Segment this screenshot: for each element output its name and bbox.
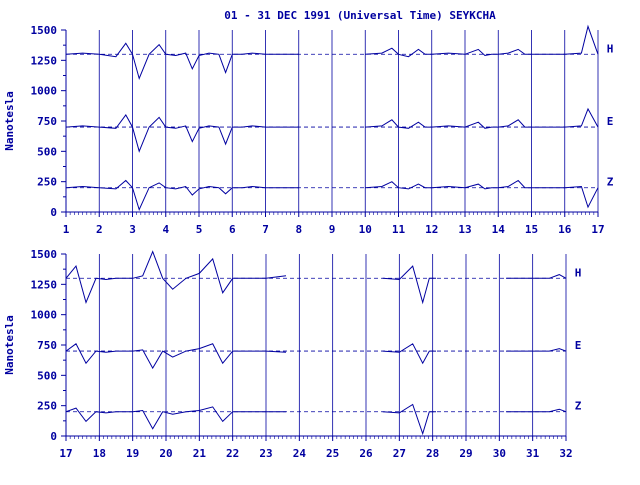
x-tick-label: 18 — [93, 447, 106, 460]
y-tick-label: 500 — [37, 369, 57, 382]
x-tick-label: 1 — [63, 223, 70, 236]
x-tick-label: 6 — [229, 223, 236, 236]
y-tick-label: 750 — [37, 115, 57, 128]
x-tick-label: 17 — [59, 447, 72, 460]
x-tick-label: 30 — [493, 447, 506, 460]
x-tick-label: 4 — [162, 223, 169, 236]
y-tick-label: 750 — [37, 339, 57, 352]
y-tick-label: 0 — [50, 430, 57, 443]
x-tick-label: 2 — [96, 223, 103, 236]
series-label-e: E — [607, 115, 614, 128]
x-tick-label: 9 — [329, 223, 336, 236]
y-tick-label: 1500 — [31, 248, 58, 261]
x-tick-label: 3 — [129, 223, 136, 236]
x-tick-label: 13 — [458, 223, 471, 236]
y-tick-label: 500 — [37, 145, 57, 158]
series-trace-e — [65, 343, 567, 370]
series-trace-h — [65, 250, 567, 305]
x-tick-label: 23 — [259, 447, 272, 460]
y-tick-label: 0 — [50, 206, 57, 219]
x-tick-label: 27 — [393, 447, 406, 460]
x-tick-label: 21 — [193, 447, 207, 460]
x-tick-label: 12 — [425, 223, 438, 236]
y-tick-label: 1250 — [31, 54, 58, 67]
x-tick-label: 22 — [226, 447, 239, 460]
x-tick-label: 25 — [326, 447, 339, 460]
x-tick-label: 14 — [492, 223, 506, 236]
y-tick-label: 1000 — [31, 309, 58, 322]
x-tick-label: 31 — [526, 447, 540, 460]
x-tick-label: 26 — [359, 447, 373, 460]
x-tick-label: 17 — [591, 223, 604, 236]
x-tick-label: 28 — [426, 447, 439, 460]
x-tick-label: 11 — [392, 223, 406, 236]
y-axis-label: Nanotesla — [3, 315, 16, 375]
series-label-h: H — [607, 42, 614, 55]
series-trace-e — [65, 107, 599, 153]
y-tick-label: 1250 — [31, 278, 58, 291]
series-label-h: H — [575, 266, 582, 279]
chart-title: 01 - 31 DEC 1991 (Universal Time) SEYKCH… — [224, 9, 496, 22]
x-tick-label: 20 — [159, 447, 172, 460]
series-trace-z — [65, 403, 567, 436]
x-tick-label: 29 — [459, 447, 472, 460]
x-tick-label: 32 — [559, 447, 572, 460]
chart-panel-2: Nanotesla 0 250 500 750 1000 1250 1500 17 18 19 20 2… — [3, 248, 582, 460]
series-trace-h — [65, 24, 599, 81]
x-tick-label: 10 — [359, 223, 372, 236]
x-tick-label: 15 — [525, 223, 538, 236]
y-axis-label: Nanotesla — [3, 91, 16, 151]
y-tick-label: 1000 — [31, 85, 58, 98]
series-label-z: Z — [575, 400, 582, 413]
x-tick-label: 24 — [293, 447, 307, 460]
x-tick-label: 5 — [196, 223, 203, 236]
y-tick-label: 1500 — [31, 24, 58, 37]
y-tick-label: 250 — [37, 176, 57, 189]
series-label-z: Z — [607, 176, 614, 189]
x-tick-label: 19 — [126, 447, 139, 460]
x-tick-label: 16 — [558, 223, 572, 236]
series-label-e: E — [575, 339, 582, 352]
series-trace-z — [65, 179, 599, 212]
x-tick-label: 7 — [262, 223, 269, 236]
y-tick-label: 250 — [37, 400, 57, 413]
x-tick-label: 8 — [295, 223, 302, 236]
